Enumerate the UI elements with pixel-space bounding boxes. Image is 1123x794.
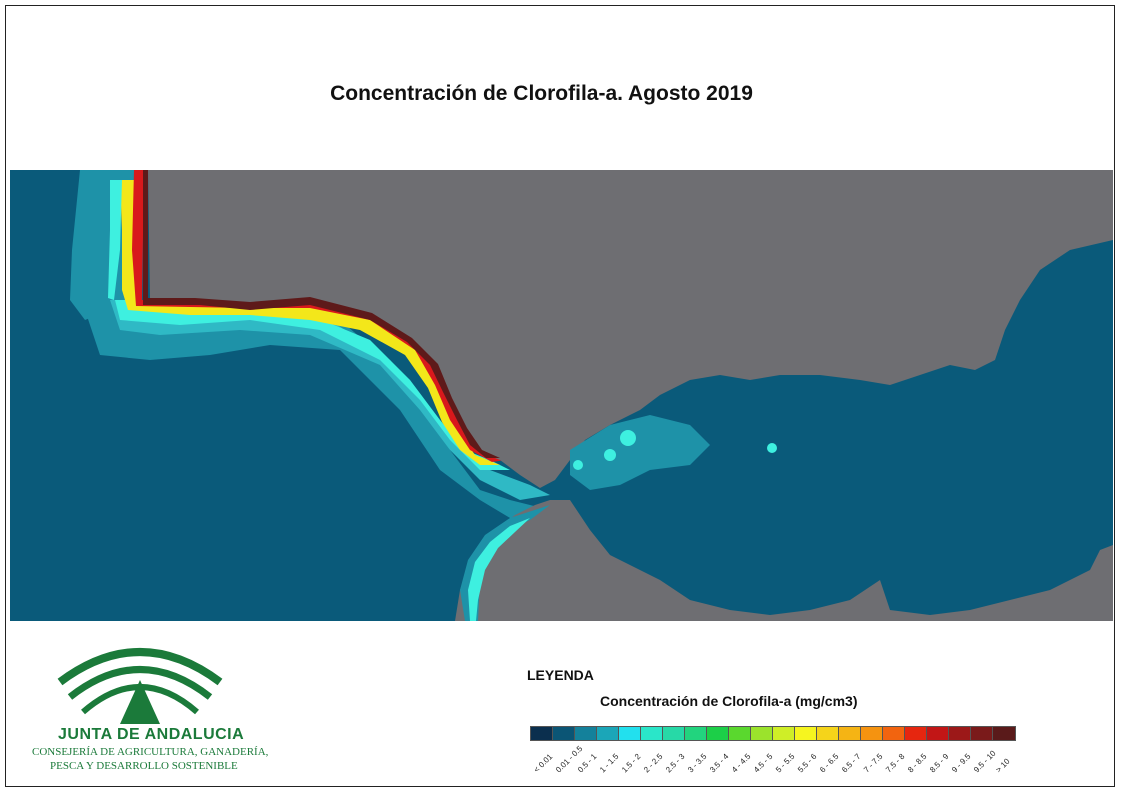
org-subtitle-1: CONSEJERÍA DE AGRICULTURA, GANADERÍA, [32, 746, 269, 758]
legend-swatch [817, 727, 839, 740]
legend-heading: LEYENDA [527, 667, 594, 683]
chlorophyll-map [10, 170, 1113, 621]
legend-swatch [949, 727, 971, 740]
legend-swatch [575, 727, 597, 740]
legend-swatch [685, 727, 707, 740]
page-frame [5, 5, 1115, 787]
legend-swatch [707, 727, 729, 740]
alboran-shelf [570, 415, 710, 490]
legend-swatch [619, 727, 641, 740]
legend-swatch [839, 727, 861, 740]
legend-swatch [729, 727, 751, 740]
legend-swatch [971, 727, 993, 740]
legend-swatch [553, 727, 575, 740]
legend-swatch [597, 727, 619, 740]
legend-swatch [663, 727, 685, 740]
coast-darkred [143, 170, 500, 458]
shelf-north-bright [108, 180, 122, 300]
legend-swatch [641, 727, 663, 740]
legend-swatch [861, 727, 883, 740]
land-iberia [148, 170, 1113, 488]
alboran-bloom-3 [573, 460, 583, 470]
legend-swatch [883, 727, 905, 740]
andalucia-arches-icon [57, 648, 223, 724]
coast-morocco-bright [468, 518, 530, 621]
alboran-bloom-1 [620, 430, 636, 446]
legend-color-bar [530, 726, 1016, 741]
legend-swatch [993, 727, 1015, 740]
junta-andalucia-logo: JUNTA DE ANDALUCIA CONSEJERÍA DE AGRICUL… [28, 630, 268, 780]
legend-swatch [905, 727, 927, 740]
alboran-bloom-4 [767, 443, 777, 453]
map-title: Concentración de Clorofila-a. Agosto 201… [330, 82, 753, 105]
shelf-north [75, 170, 120, 310]
legend-swatch [795, 727, 817, 740]
legend-swatch [927, 727, 949, 740]
legend-swatch [751, 727, 773, 740]
shelf-gulf-cadiz [85, 300, 570, 530]
org-subtitle-2: PESCA Y DESARROLLO SOSTENIBLE [50, 760, 238, 772]
alboran-bloom-2 [604, 449, 616, 461]
org-name: JUNTA DE ANDALUCIA [58, 726, 245, 743]
legend-swatch [531, 727, 553, 740]
land-africa [455, 500, 1113, 621]
legend-swatch [773, 727, 795, 740]
legend-title: Concentración de Clorofila-a (mg/cm3) [600, 693, 858, 709]
